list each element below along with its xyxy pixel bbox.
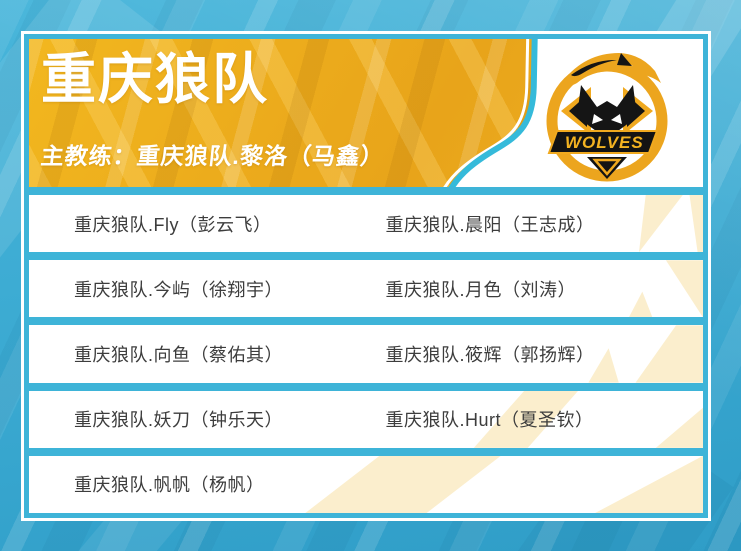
player-cell: 重庆狼队.帆帆（杨帆） <box>74 475 265 496</box>
player-cell: 重庆狼队.今屿（徐翔宇） <box>74 279 283 300</box>
team-logo-badge: WOLVES <box>535 41 679 185</box>
roster-row: 重庆狼队.向鱼（蔡佑其） 重庆狼队.筱辉（郭扬辉） <box>29 325 703 383</box>
roster-row: 重庆狼队.妖刀（钟乐天） 重庆狼队.Hurt（夏圣钦） <box>29 390 703 448</box>
player-cell: 重庆狼队.Fly（彭云飞） <box>74 214 272 235</box>
player-cell: 重庆狼队.Hurt（夏圣钦） <box>385 410 594 431</box>
player-cell: 重庆狼队.月色（刘涛） <box>385 279 576 300</box>
coach-line: 主教练：重庆狼队.黎洛（马鑫） <box>39 143 386 169</box>
team-header: 重庆狼队 主教练：重庆狼队.黎洛（马鑫） <box>29 39 703 187</box>
team-roster-card: 重庆狼队 主教练：重庆狼队.黎洛（马鑫） <box>21 31 711 521</box>
roster-row: 重庆狼队.Fly（彭云飞） 重庆狼队.晨阳（王志成） <box>29 195 703 253</box>
roster-row: 重庆狼队.今屿（徐翔宇） 重庆狼队.月色（刘涛） <box>29 260 703 318</box>
player-cell: 重庆狼队.晨阳（王志成） <box>385 214 595 235</box>
wolves-logo-text: WOLVES <box>565 133 644 152</box>
wolf-icon: WOLVES <box>546 53 668 182</box>
player-cell: 重庆狼队.妖刀（钟乐天） <box>74 410 283 431</box>
team-name-title: 重庆狼队 <box>41 48 270 110</box>
player-cell: 重庆狼队.向鱼（蔡佑其） <box>74 345 283 365</box>
roster-row: 重庆狼队.帆帆（杨帆） <box>29 455 703 514</box>
player-cell: 重庆狼队.筱辉（郭扬辉） <box>385 345 595 365</box>
roster-list: 重庆狼队.Fly（彭云飞） 重庆狼队.晨阳（王志成） 重庆狼队.今屿（徐翔宇） … <box>29 195 703 514</box>
